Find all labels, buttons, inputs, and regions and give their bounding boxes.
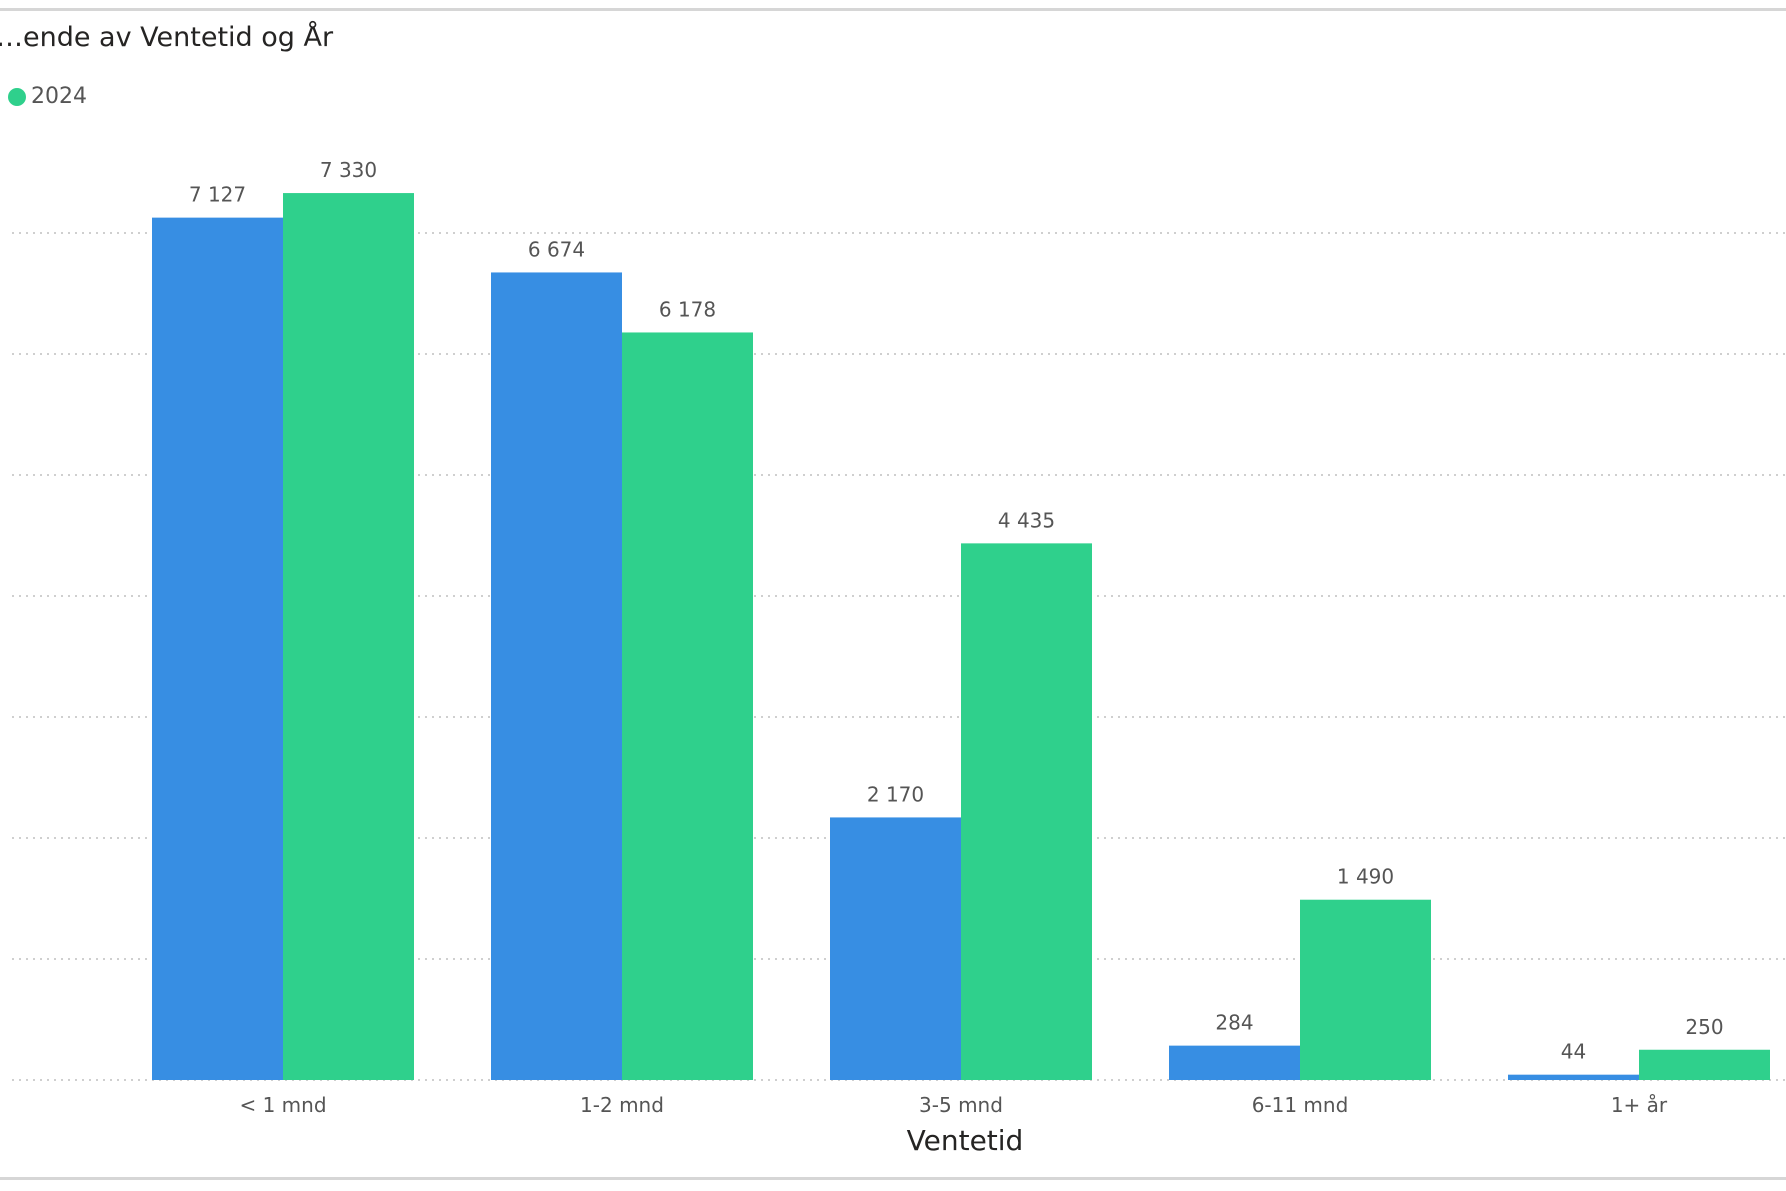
legend-marker-2024 xyxy=(8,87,26,106)
data-label: 250 xyxy=(1685,1015,1723,1039)
data-label: 7 127 xyxy=(189,183,246,207)
bar-2024-4[interactable] xyxy=(1300,899,1431,1080)
bar-series-1-4[interactable] xyxy=(1169,1045,1300,1080)
frame-bottom-border xyxy=(0,1177,1786,1180)
data-label: 284 xyxy=(1215,1011,1253,1035)
x-tick-label: 3-5 mnd xyxy=(919,1093,1003,1117)
data-label: 6 178 xyxy=(659,297,716,321)
frame-top-border xyxy=(0,8,1786,11)
bar-2024-1[interactable] xyxy=(283,193,414,1080)
bar-2024-3[interactable] xyxy=(961,543,1092,1080)
bar-series-1-1[interactable] xyxy=(152,217,283,1080)
data-label: 6 674 xyxy=(528,237,585,261)
bar-series-1-2[interactable] xyxy=(491,272,622,1080)
bar-series-1-5[interactable] xyxy=(1508,1074,1639,1080)
data-labels: 7 127 7 330 6 674 6 178 2 170 4 435 284 1 490 44… xyxy=(189,158,1724,1064)
x-tick-label: < 1 mnd xyxy=(239,1093,326,1117)
x-axis-title: Ventetid xyxy=(907,1124,1024,1157)
legend-label-2024: 2024 xyxy=(31,84,87,109)
data-label: 2 170 xyxy=(867,782,924,806)
x-axis-ticks: < 1 mnd 1-2 mnd 3-5 mnd 6-11 mnd 1+ år xyxy=(239,1093,1667,1117)
data-label: 4 435 xyxy=(998,508,1055,532)
data-label: 1 490 xyxy=(1337,865,1394,889)
legend[interactable]: 2024 xyxy=(8,84,87,109)
x-tick-label: 6-11 mnd xyxy=(1252,1093,1349,1117)
data-label: 44 xyxy=(1561,1040,1586,1064)
x-tick-label: 1-2 mnd xyxy=(580,1093,664,1117)
bar-series-1-3[interactable] xyxy=(830,817,961,1080)
bar-2024-2[interactable] xyxy=(622,332,753,1080)
bars xyxy=(152,193,1770,1080)
chart-title: …ende av Ventetid og År xyxy=(0,22,334,53)
bar-2024-5[interactable] xyxy=(1639,1049,1770,1080)
data-label: 7 330 xyxy=(320,158,377,182)
x-tick-label: 1+ år xyxy=(1611,1093,1668,1117)
